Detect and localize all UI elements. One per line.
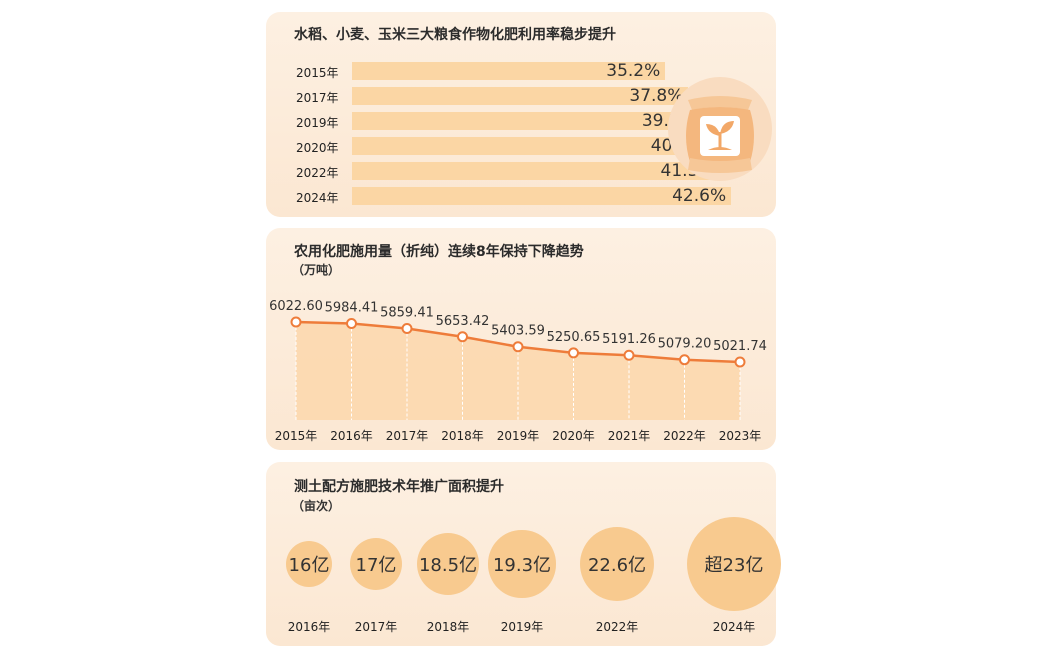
data-value-label: 5403.59 xyxy=(491,324,545,339)
x-tick-label: 2017年 xyxy=(386,429,429,443)
bar-value-label: 37.8% xyxy=(629,86,684,106)
bar-year-label: 2022年 xyxy=(296,166,339,180)
bubble-value-label: 19.3亿 xyxy=(492,554,552,576)
promotion-bubble: 19.3亿 xyxy=(488,530,556,598)
x-tick-label: 2023年 xyxy=(719,429,762,443)
data-point xyxy=(568,347,579,359)
promotion-bubble: 18.5亿 xyxy=(417,533,479,595)
x-tick-label: 2019年 xyxy=(497,429,540,443)
bubble-year-label: 2017年 xyxy=(354,620,398,634)
utilization-bar xyxy=(352,62,666,80)
bubble-value-label: 16亿 xyxy=(288,555,330,576)
utilization-bar xyxy=(352,187,732,205)
bubble-year-label: 2018年 xyxy=(426,620,470,634)
utilization-panel: 水稻、小麦、玉米三大粮食作物化肥利用率稳步提升 2015年 35.2% 2017年 3… xyxy=(266,12,776,217)
bubble-value-label: 超23亿 xyxy=(704,555,764,576)
promotion-bubble: 17亿 xyxy=(349,537,403,591)
data-point xyxy=(290,316,302,328)
bubble-year-label: 2022年 xyxy=(595,620,639,634)
bubble-year-label: 2016年 xyxy=(287,620,331,634)
data-point xyxy=(679,354,690,366)
x-tick-label: 2021年 xyxy=(608,429,651,443)
bubble-value-label: 17亿 xyxy=(355,554,397,576)
application-title: 农用化肥施用量（折纯）连续8年保持下降趋势 xyxy=(294,244,584,260)
utilization-bar xyxy=(352,137,710,155)
data-value-label: 5250.65 xyxy=(547,330,601,345)
application-chart: 6022.60 2015年 5984.41 2016年 5859.41 2017年 5653… xyxy=(269,299,767,443)
data-value-label: 5191.26 xyxy=(602,332,656,347)
x-tick-label: 2022年 xyxy=(663,429,706,443)
data-point xyxy=(734,356,746,368)
data-value-label: 5021.74 xyxy=(713,339,767,354)
bubble-value-label: 18.5亿 xyxy=(418,555,478,576)
bar-year-label: 2019年 xyxy=(296,116,339,130)
bar-year-label: 2020年 xyxy=(296,141,339,155)
data-point xyxy=(512,341,524,353)
x-tick-label: 2020年 xyxy=(552,429,595,443)
utilization-title: 水稻、小麦、玉米三大粮食作物化肥利用率稳步提升 xyxy=(294,27,616,43)
data-point xyxy=(401,323,413,335)
promotion-panel: 测土配方施肥技术年推广面积提升 （亩次） 16亿 2016年 17亿 2017年 18.… xyxy=(266,462,781,646)
bar-value-label: 42.6% xyxy=(672,186,727,206)
data-value-label: 5653.42 xyxy=(436,314,490,329)
utilization-bar xyxy=(352,162,720,180)
promotion-bubble: 16亿 xyxy=(286,541,332,587)
bubble-year-label: 2024年 xyxy=(712,620,756,634)
data-value-label: 5984.41 xyxy=(325,301,379,316)
data-value-label: 5079.20 xyxy=(658,337,712,352)
data-point xyxy=(623,349,635,361)
data-point xyxy=(457,331,468,343)
bar-value-label: 35.2% xyxy=(606,61,661,81)
promotion-unit: （亩次） xyxy=(292,499,341,513)
bar-year-label: 2024年 xyxy=(296,191,339,205)
bar-year-label: 2015年 xyxy=(296,66,339,80)
utilization-bar xyxy=(352,112,701,130)
data-value-label: 5859.41 xyxy=(380,306,434,321)
bubble-value-label: 22.6亿 xyxy=(587,555,647,576)
bar-year-label: 2017年 xyxy=(296,91,339,105)
promotion-bubble: 22.6亿 xyxy=(580,527,654,601)
x-tick-label: 2015年 xyxy=(275,429,318,443)
utilization-bar xyxy=(352,87,689,105)
data-value-label: 6022.60 xyxy=(269,299,323,314)
promotion-bubble: 超23亿 xyxy=(687,517,781,611)
promotion-title: 测土配方施肥技术年推广面积提升 xyxy=(294,479,504,495)
data-point xyxy=(346,318,357,330)
bubble-year-label: 2019年 xyxy=(500,620,544,634)
x-tick-label: 2016年 xyxy=(330,429,373,443)
application-unit: （万吨） xyxy=(292,263,341,277)
x-tick-label: 2018年 xyxy=(441,429,484,443)
fertilizer-bag-icon xyxy=(668,77,772,181)
